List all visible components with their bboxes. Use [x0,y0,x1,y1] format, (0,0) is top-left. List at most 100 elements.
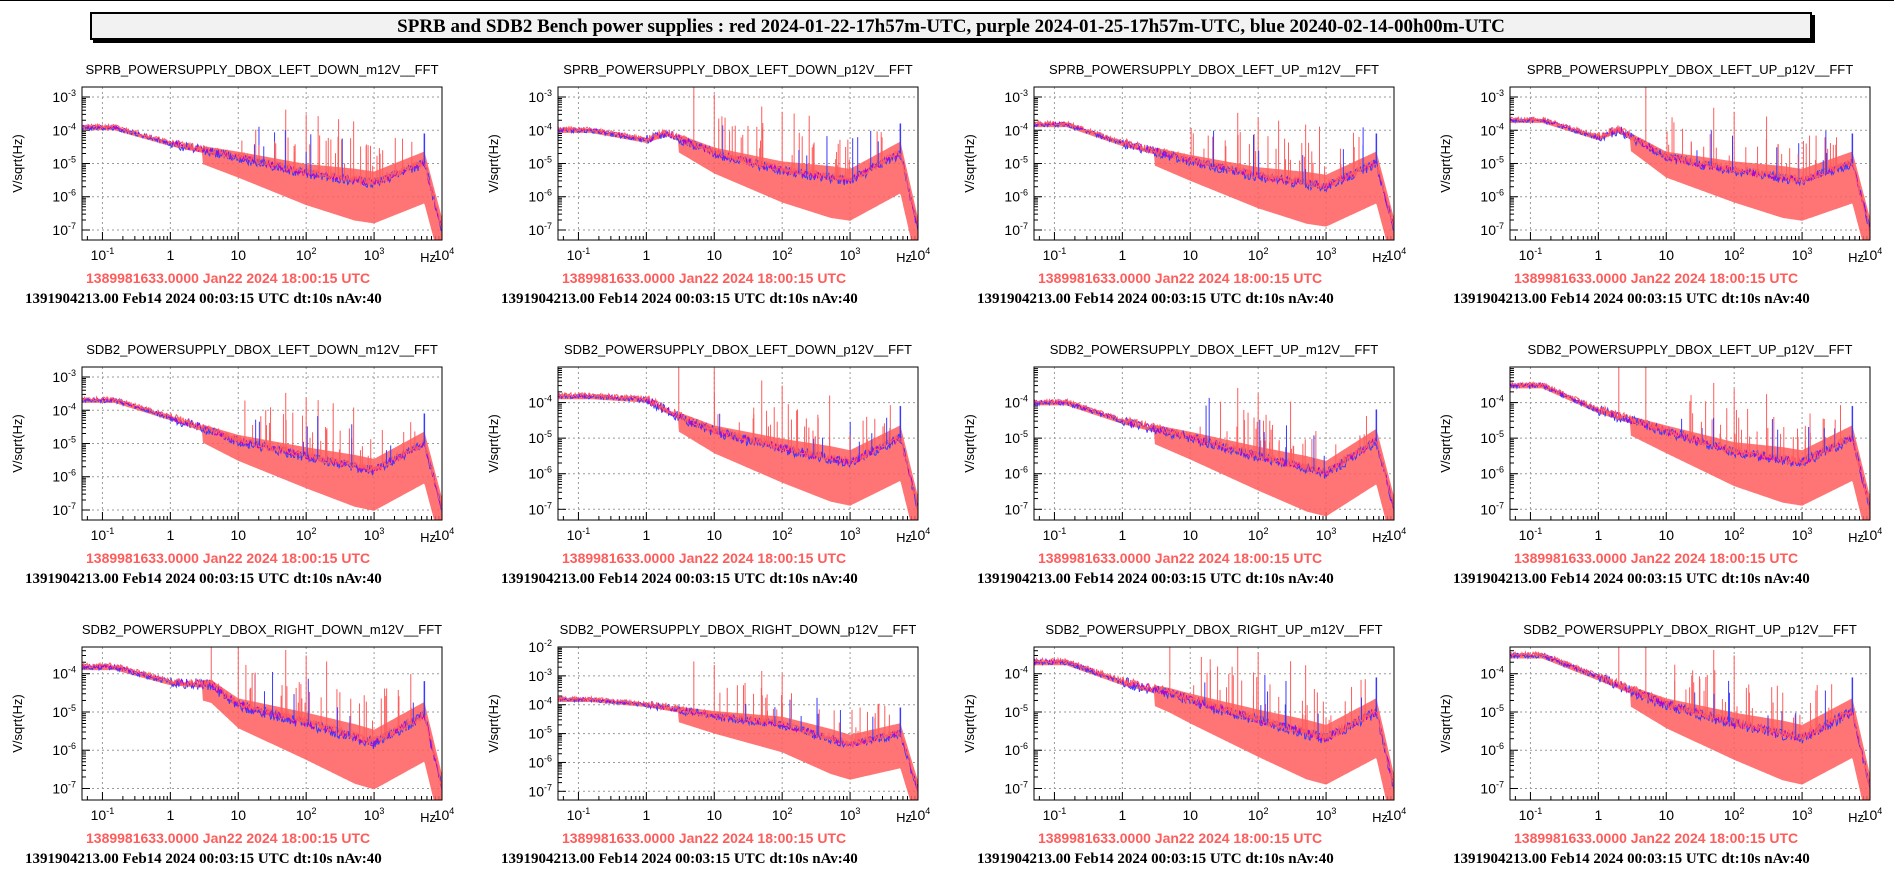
y-tick-label: 10-7 [528,500,552,517]
y-axis-label: V/sqrt(Hz) [962,694,977,753]
footer-current-timestamp: 1391904213.00 Feb14 2024 00:03:15 UTC dt… [25,291,382,307]
x-tick-label: 103 [364,526,385,543]
footer-reference-timestamp: 1389981633.0000 Jan22 2024 18:00:15 UTC [1514,550,1798,566]
chart-title: SDB2_POWERSUPPLY_DBOX_LEFT_DOWN_p12V__FF… [564,342,912,357]
y-tick-label: 10-6 [1480,465,1504,482]
y-tick-label: 10-4 [528,696,552,713]
red-noise-band [1510,119,1870,240]
chart-title: SPRB_POWERSUPPLY_DBOX_LEFT_DOWN_p12V__FF… [563,62,912,77]
x-axis-unit: Hz [420,530,436,545]
x-tick-label: 104 [910,246,931,263]
y-tick-label: 10-5 [52,155,76,172]
plot-frame-overlay [1033,646,1395,801]
y-axis-label: V/sqrt(Hz) [1438,134,1453,193]
x-tick-label: 103 [840,526,861,543]
fft-chart-svg: SDB2_POWERSUPPLY_DBOX_RIGHT_DOWN_m12V__F… [10,622,455,867]
chart-title: SDB2_POWERSUPPLY_DBOX_LEFT_UP_p12V__FFT [1528,342,1853,357]
x-tick-label: 104 [1386,806,1407,823]
x-tick-label: 10-1 [1043,806,1067,823]
plot-frame-overlay [1509,86,1871,241]
red-series-line [81,661,443,790]
x-tick-label: 102 [1724,806,1745,823]
x-tick-label: 10-1 [1519,526,1543,543]
y-tick-label: 10-7 [52,501,76,518]
fft-chart-panel: SPRB_POWERSUPPLY_DBOX_LEFT_UP_p12V__FFT V… [1430,52,1894,332]
fft-chart-svg: SDB2_POWERSUPPLY_DBOX_LEFT_DOWN_m12V__FF… [10,342,454,587]
x-tick-label: 1 [1594,807,1602,823]
y-tick-label: 10-4 [52,121,76,138]
y-tick-label: 10-7 [1004,221,1028,238]
footer-reference-timestamp: 1389981633.0000 Jan22 2024 18:00:15 UTC [86,550,370,566]
fft-chart-panel: SDB2_POWERSUPPLY_DBOX_RIGHT_DOWN_m12V__F… [2,612,475,892]
x-tick-label: 10 [1182,807,1198,823]
x-axis-unit: Hz [896,810,912,825]
x-tick-label: 103 [840,806,861,823]
plot-frame-overlay [1509,646,1871,801]
chart-title: SPRB_POWERSUPPLY_DBOX_LEFT_DOWN_m12V__FF… [85,62,438,77]
x-tick-label: 103 [1792,246,1813,263]
y-tick-label: 10-5 [1480,155,1504,172]
x-tick-label: 10 [1658,247,1674,263]
x-tick-label: 1 [642,807,650,823]
x-tick-label: 10 [1182,527,1198,543]
plot-frame-overlay [81,366,443,521]
fft-chart-svg: SPRB_POWERSUPPLY_DBOX_LEFT_UP_p12V__FFT V… [1438,62,1883,307]
x-tick-label: 104 [434,246,455,263]
footer-current-timestamp: 1391904213.00 Feb14 2024 00:03:15 UTC dt… [501,571,858,587]
fft-chart-svg: SDB2_POWERSUPPLY_DBOX_LEFT_DOWN_p12V__FF… [486,342,931,587]
x-tick-label: 1 [642,527,650,543]
x-tick-label: 103 [1316,806,1337,823]
x-tick-label: 102 [1724,526,1745,543]
x-tick-label: 102 [1248,526,1269,543]
x-tick-label: 104 [1386,246,1407,263]
footer-current-timestamp: 1391904213.00 Feb14 2024 00:03:15 UTC dt… [1453,851,1810,867]
x-tick-label: 104 [910,806,931,823]
x-axis-unit: Hz [1372,810,1388,825]
y-tick-label: 10-5 [52,703,76,720]
y-tick-label: 10-4 [528,394,552,411]
x-tick-label: 103 [364,246,385,263]
y-tick-label: 10-7 [1004,500,1028,517]
fft-chart-svg: SPRB_POWERSUPPLY_DBOX_LEFT_DOWN_p12V__FF… [486,62,931,307]
x-tick-label: 102 [296,526,317,543]
y-tick-label: 10-5 [1004,703,1028,720]
y-tick-label: 10-4 [52,665,76,682]
x-tick-label: 10-1 [1519,246,1543,263]
y-axis-label: V/sqrt(Hz) [486,414,501,473]
red-noise-band [558,698,918,800]
x-tick-label: 10-1 [1043,246,1067,263]
x-axis-unit: Hz [1372,250,1388,265]
red-noise-band [1510,384,1870,520]
y-tick-label: 10-7 [528,221,552,238]
red-noise-band [1034,123,1394,240]
fft-chart-panel: SDB2_POWERSUPPLY_DBOX_RIGHT_UP_p12V__FFT… [1430,612,1894,892]
x-tick-label: 102 [772,806,793,823]
fft-chart-svg: SPRB_POWERSUPPLY_DBOX_LEFT_DOWN_m12V__FF… [10,62,455,307]
x-tick-label: 1 [166,247,174,263]
y-tick-label: 10-5 [52,435,76,452]
x-tick-label: 104 [1862,246,1883,263]
y-axis-label: V/sqrt(Hz) [10,134,25,193]
plot-frame-overlay [557,366,919,521]
fft-chart-panel: SDB2_POWERSUPPLY_DBOX_LEFT_DOWN_m12V__FF… [2,332,475,612]
x-tick-label: 104 [434,806,455,823]
footer-current-timestamp: 1391904213.00 Feb14 2024 00:03:15 UTC dt… [1453,291,1810,307]
fft-chart-svg: SDB2_POWERSUPPLY_DBOX_RIGHT_UP_m12V__FFT… [962,622,1407,867]
y-tick-label: 10-5 [1480,429,1504,446]
x-tick-label: 1 [1594,247,1602,263]
footer-reference-timestamp: 1389981633.0000 Jan22 2024 18:00:15 UTC [1038,830,1322,846]
fft-chart-svg: SDB2_POWERSUPPLY_DBOX_LEFT_UP_m12V__FFT V… [962,342,1406,587]
y-tick-label: 10-4 [52,401,76,418]
y-tick-label: 10-5 [528,725,552,742]
red-series-line [1033,656,1395,790]
y-tick-label: 10-6 [528,753,552,770]
y-tick-label: 10-5 [1004,155,1028,172]
footer-reference-timestamp: 1389981633.0000 Jan22 2024 18:00:15 UTC [86,830,370,846]
fft-chart-svg: SDB2_POWERSUPPLY_DBOX_RIGHT_UP_p12V__FFT… [1438,622,1882,867]
x-tick-label: 1 [1118,527,1126,543]
y-tick-label: 10-5 [528,429,552,446]
y-tick-label: 10-6 [1004,741,1028,758]
y-tick-label: 10-4 [528,121,552,138]
plot-frame-overlay [1033,86,1395,241]
x-tick-label: 104 [910,526,931,543]
